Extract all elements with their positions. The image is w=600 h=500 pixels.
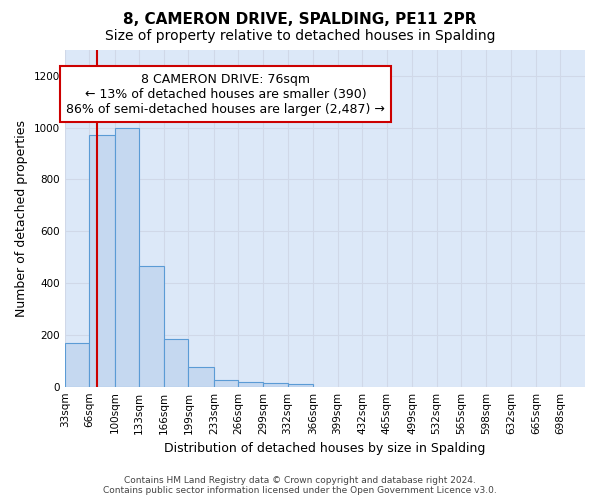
Text: Size of property relative to detached houses in Spalding: Size of property relative to detached ho… xyxy=(105,29,495,43)
Bar xyxy=(115,128,139,386)
Text: Contains HM Land Registry data © Crown copyright and database right 2024.
Contai: Contains HM Land Registry data © Crown c… xyxy=(103,476,497,495)
Bar xyxy=(65,342,89,386)
Text: 8 CAMERON DRIVE: 76sqm
← 13% of detached houses are smaller (390)
86% of semi-de: 8 CAMERON DRIVE: 76sqm ← 13% of detached… xyxy=(66,72,385,116)
Bar xyxy=(139,266,164,386)
Bar xyxy=(214,380,238,386)
Bar xyxy=(287,384,313,386)
X-axis label: Distribution of detached houses by size in Spalding: Distribution of detached houses by size … xyxy=(164,442,485,455)
Bar xyxy=(89,136,115,386)
Bar xyxy=(164,339,188,386)
Y-axis label: Number of detached properties: Number of detached properties xyxy=(15,120,28,317)
Bar xyxy=(188,368,214,386)
Text: 8, CAMERON DRIVE, SPALDING, PE11 2PR: 8, CAMERON DRIVE, SPALDING, PE11 2PR xyxy=(123,12,477,28)
Bar xyxy=(238,382,263,386)
Bar xyxy=(263,383,287,386)
